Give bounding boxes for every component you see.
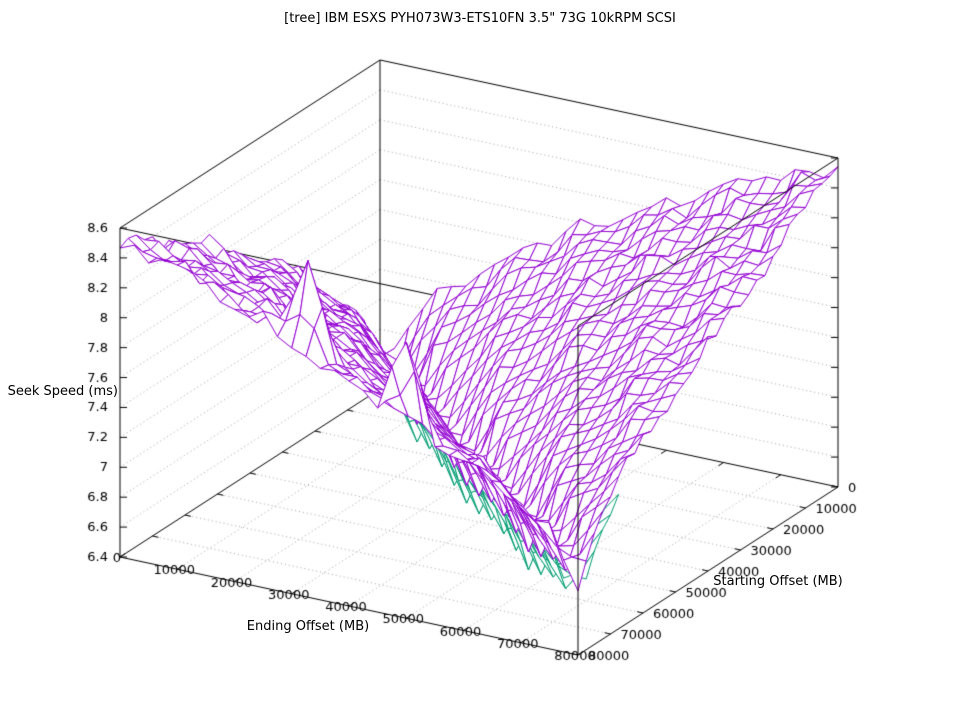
y-axis-title: Starting Offset (MB) — [713, 574, 843, 589]
chart-title: [tree] IBM ESXS PYH073W3-ETS10FN 3.5" 73… — [284, 11, 676, 26]
x-axis-title: Ending Offset (MB) — [246, 619, 370, 634]
z-axis-title: Seek Speed (ms) — [7, 384, 118, 399]
